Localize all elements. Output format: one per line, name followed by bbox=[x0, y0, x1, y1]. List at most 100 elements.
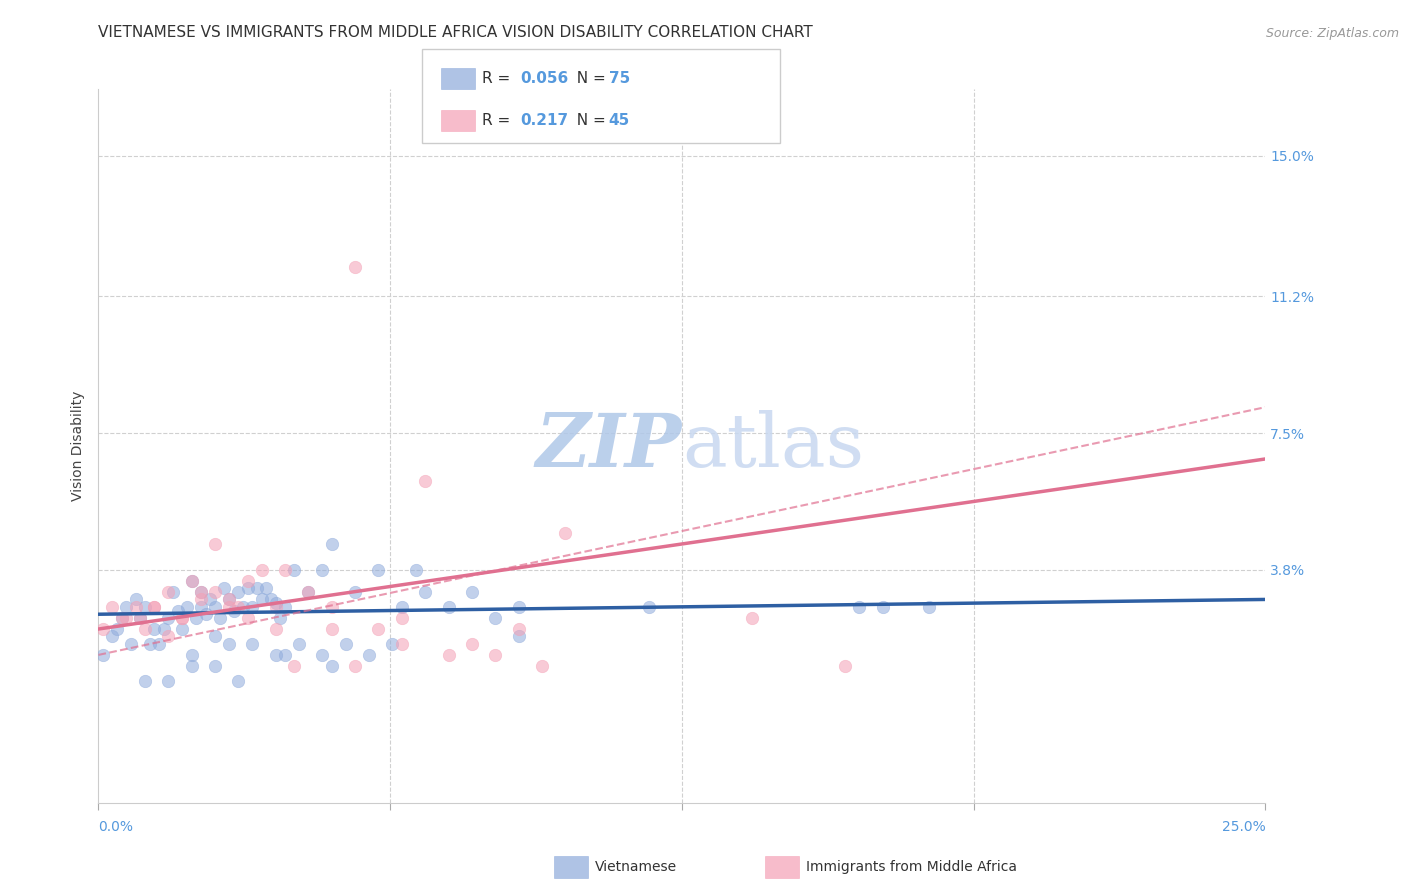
Point bbox=[638, 599, 661, 614]
Point bbox=[152, 622, 174, 636]
Point bbox=[274, 648, 297, 662]
Text: 0.0%: 0.0% bbox=[98, 821, 134, 834]
Point bbox=[157, 673, 180, 688]
Point bbox=[250, 592, 273, 607]
Point bbox=[321, 622, 343, 636]
Point bbox=[461, 585, 484, 599]
Point bbox=[101, 599, 124, 614]
Point bbox=[461, 637, 484, 651]
Point bbox=[391, 611, 413, 625]
Point bbox=[413, 474, 436, 488]
Point bbox=[180, 648, 202, 662]
Point bbox=[288, 637, 311, 651]
Point bbox=[166, 603, 188, 617]
Point bbox=[321, 599, 343, 614]
Point bbox=[129, 611, 152, 625]
Point bbox=[554, 525, 576, 540]
Point bbox=[391, 637, 413, 651]
Point bbox=[162, 585, 184, 599]
Point bbox=[134, 673, 156, 688]
Point bbox=[741, 611, 763, 625]
Point bbox=[321, 659, 343, 673]
Point bbox=[242, 637, 264, 651]
Point bbox=[176, 599, 198, 614]
Point bbox=[250, 563, 273, 577]
Point bbox=[143, 599, 166, 614]
Point bbox=[297, 585, 319, 599]
Point bbox=[180, 659, 202, 673]
Point bbox=[111, 611, 134, 625]
Point bbox=[139, 637, 162, 651]
Point bbox=[204, 537, 226, 551]
Text: 25.0%: 25.0% bbox=[1222, 821, 1265, 834]
Point bbox=[508, 622, 530, 636]
Text: 0.056: 0.056 bbox=[520, 71, 568, 86]
Point bbox=[274, 563, 297, 577]
Point bbox=[359, 648, 381, 662]
Point bbox=[218, 592, 240, 607]
Point bbox=[269, 611, 291, 625]
Point bbox=[222, 603, 245, 617]
Point bbox=[228, 599, 250, 614]
Point bbox=[264, 599, 287, 614]
Point bbox=[204, 659, 226, 673]
Point bbox=[228, 673, 250, 688]
Point bbox=[218, 592, 240, 607]
Text: Source: ZipAtlas.com: Source: ZipAtlas.com bbox=[1265, 27, 1399, 40]
Point bbox=[530, 659, 553, 673]
Point bbox=[190, 592, 212, 607]
Point bbox=[321, 537, 343, 551]
Point bbox=[172, 611, 194, 625]
Point bbox=[157, 585, 180, 599]
Point bbox=[186, 611, 208, 625]
Point bbox=[848, 599, 870, 614]
Point bbox=[194, 607, 217, 622]
Point bbox=[918, 599, 941, 614]
Point bbox=[508, 629, 530, 643]
Point bbox=[367, 622, 389, 636]
Point bbox=[115, 599, 138, 614]
Point bbox=[125, 599, 148, 614]
Text: Immigrants from Middle Africa: Immigrants from Middle Africa bbox=[806, 860, 1017, 874]
Point bbox=[311, 563, 333, 577]
Point bbox=[437, 599, 460, 614]
Text: 0.217: 0.217 bbox=[520, 113, 568, 128]
Point bbox=[335, 637, 357, 651]
Point bbox=[204, 585, 226, 599]
Point bbox=[242, 599, 264, 614]
Point bbox=[236, 574, 259, 588]
Point bbox=[101, 629, 124, 643]
Point bbox=[484, 648, 506, 662]
Point bbox=[236, 611, 259, 625]
Point bbox=[297, 585, 319, 599]
Point bbox=[204, 629, 226, 643]
Point bbox=[274, 599, 297, 614]
Point bbox=[264, 622, 287, 636]
Point bbox=[872, 599, 894, 614]
Point bbox=[190, 585, 212, 599]
Text: 45: 45 bbox=[609, 113, 630, 128]
Text: N =: N = bbox=[567, 113, 610, 128]
Point bbox=[172, 622, 194, 636]
Point bbox=[91, 622, 114, 636]
Point bbox=[232, 599, 254, 614]
Text: VIETNAMESE VS IMMIGRANTS FROM MIDDLE AFRICA VISION DISABILITY CORRELATION CHART: VIETNAMESE VS IMMIGRANTS FROM MIDDLE AFR… bbox=[98, 25, 813, 40]
Point bbox=[311, 648, 333, 662]
Point bbox=[283, 659, 305, 673]
Point bbox=[172, 611, 194, 625]
Text: Vietnamese: Vietnamese bbox=[595, 860, 676, 874]
Point bbox=[484, 611, 506, 625]
Text: atlas: atlas bbox=[682, 409, 865, 483]
Point bbox=[157, 629, 180, 643]
Point bbox=[264, 648, 287, 662]
Point bbox=[218, 599, 240, 614]
Point bbox=[283, 563, 305, 577]
Point bbox=[405, 563, 427, 577]
Point bbox=[264, 596, 287, 610]
Point bbox=[344, 659, 367, 673]
Point bbox=[134, 622, 156, 636]
Point bbox=[180, 574, 202, 588]
Point bbox=[246, 582, 269, 596]
Point bbox=[214, 582, 236, 596]
Point bbox=[437, 648, 460, 662]
